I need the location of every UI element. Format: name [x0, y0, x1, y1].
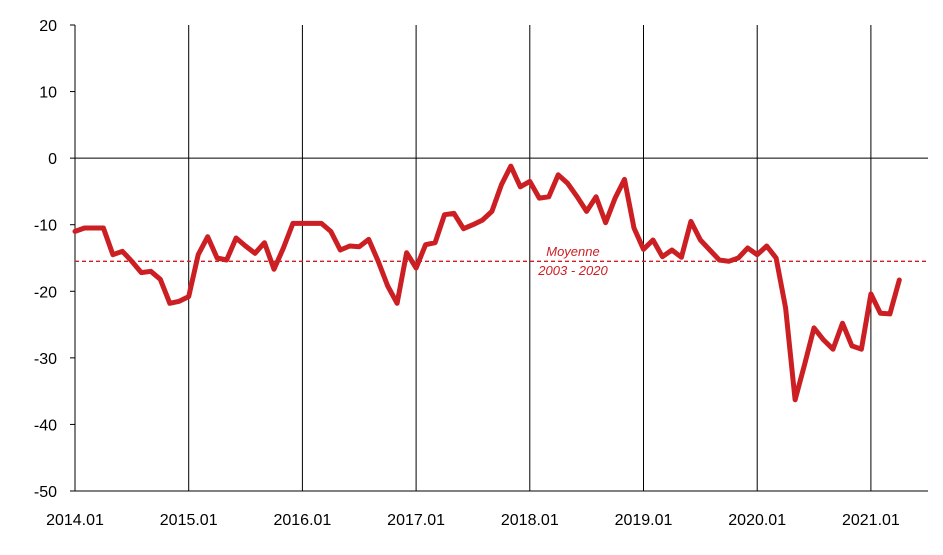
x-tick-label: 2021.01: [842, 512, 900, 529]
y-tick-labels: 20 10 0 -10 -20 -30 -40 -50: [34, 18, 75, 501]
x-tick-label: 2016.01: [273, 512, 331, 529]
y-tick-label: -10: [34, 218, 57, 235]
y-tick-label: -40: [34, 417, 57, 434]
y-tick-label: -30: [34, 351, 57, 368]
series-line: [72, 163, 902, 403]
x-tick-label: 2020.01: [728, 512, 786, 529]
y-tick-label: -20: [34, 284, 57, 301]
x-tick-label: 2017.01: [387, 512, 445, 529]
y-tick-label: 0: [48, 151, 57, 168]
x-tick-label: 2018.01: [501, 512, 559, 529]
x-tick-label: 2015.01: [160, 512, 218, 529]
y-tick-label: -50: [34, 484, 57, 501]
grid: [188, 25, 872, 491]
x-tick-label: 2014.01: [46, 512, 104, 529]
y-tick-label: 10: [39, 85, 57, 102]
average-label-line2: 2003 - 2020: [537, 263, 608, 278]
x-tick-labels: 2014.01 2015.01 2016.01 2017.01 2018.01 2019.…: [46, 512, 900, 529]
y-tick-label: 20: [39, 18, 57, 35]
x-tick-label: 2019.01: [615, 512, 673, 529]
average-label-line1: Moyenne: [546, 244, 599, 259]
